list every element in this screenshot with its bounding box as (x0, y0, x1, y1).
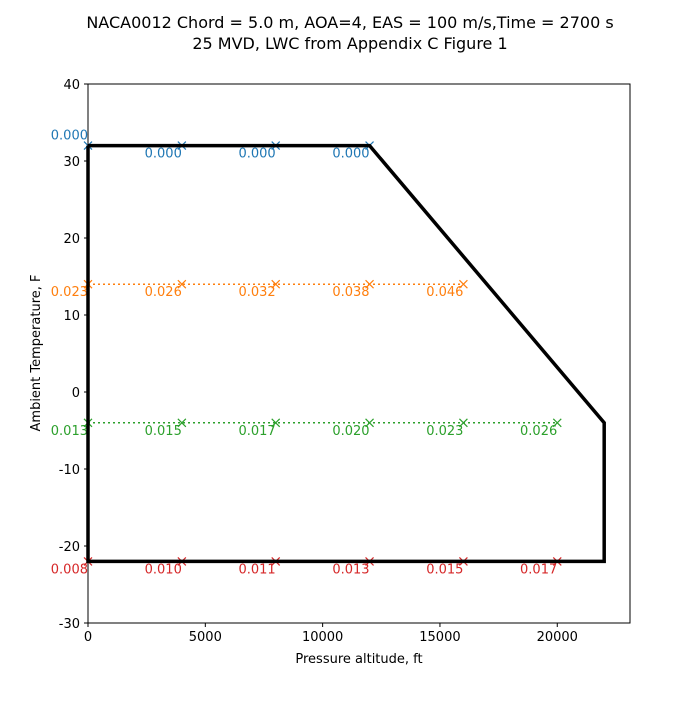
y-tick-label: -30 (59, 617, 80, 632)
plot-frame (87, 83, 631, 624)
data-point-marker (365, 418, 374, 428)
x-tick-label: 20000 (537, 630, 578, 645)
x-tick-label: 5000 (189, 630, 222, 645)
data-label: 0.017 (520, 562, 557, 577)
y-axis-label: Ambient Temperature, F (29, 275, 44, 432)
x-tick-label: 0 (84, 630, 92, 645)
x-axis-label: Pressure altitude, ft (295, 652, 422, 667)
data-point-marker (271, 418, 281, 428)
data-point-marker (271, 279, 281, 289)
data-label: 0.000 (332, 147, 369, 162)
x-tick-label: 10000 (302, 630, 343, 645)
y-tick-label: 20 (63, 232, 80, 247)
data-label: 0.046 (426, 285, 463, 300)
data-label: 0.026 (520, 424, 557, 439)
data-point-marker (177, 279, 187, 289)
data-label: 0.000 (51, 129, 88, 144)
data-label: 0.023 (426, 424, 463, 439)
data-label: 0.026 (145, 285, 182, 300)
data-label: 0.008 (51, 562, 88, 577)
data-label: 0.020 (332, 424, 369, 439)
data-point-marker (458, 418, 468, 428)
chart-subtitle: 25 MVD, LWC from Appendix C Figure 1 (192, 34, 507, 53)
data-label: 0.013 (51, 424, 88, 439)
data-label: 0.015 (145, 424, 182, 439)
data-label: 0.013 (332, 562, 369, 577)
icing-envelope-line (86, 143, 606, 564)
y-tick-label: 40 (63, 78, 80, 93)
data-label: 0.010 (145, 562, 182, 577)
data-label: 0.000 (145, 147, 182, 162)
data-label: 0.011 (238, 562, 275, 577)
data-label: 0.015 (426, 562, 463, 577)
y-tick-label: -20 (59, 540, 80, 555)
data-label: 0.017 (238, 424, 275, 439)
y-tick-label: -10 (59, 463, 80, 478)
x-tick-label: 15000 (419, 630, 460, 645)
data-label: 0.032 (238, 285, 275, 300)
data-point-marker (177, 418, 187, 428)
data-label: 0.000 (238, 147, 275, 162)
chart-title: NACA0012 Chord = 5.0 m, AOA=4, EAS = 100… (86, 13, 613, 32)
y-tick-label: 10 (63, 309, 80, 324)
y-tick-label: 0 (72, 386, 80, 401)
y-tick-label: 30 (63, 155, 80, 170)
data-point-marker (458, 279, 468, 289)
plot-area: 0 5000 10000 15000 20000 -30 -20 -10 0 10 20 30 40 0.… (51, 78, 631, 645)
data-label: 0.038 (332, 285, 369, 300)
data-point-marker (552, 418, 562, 428)
data-point-marker (365, 279, 374, 289)
data-label: 0.023 (51, 285, 88, 300)
